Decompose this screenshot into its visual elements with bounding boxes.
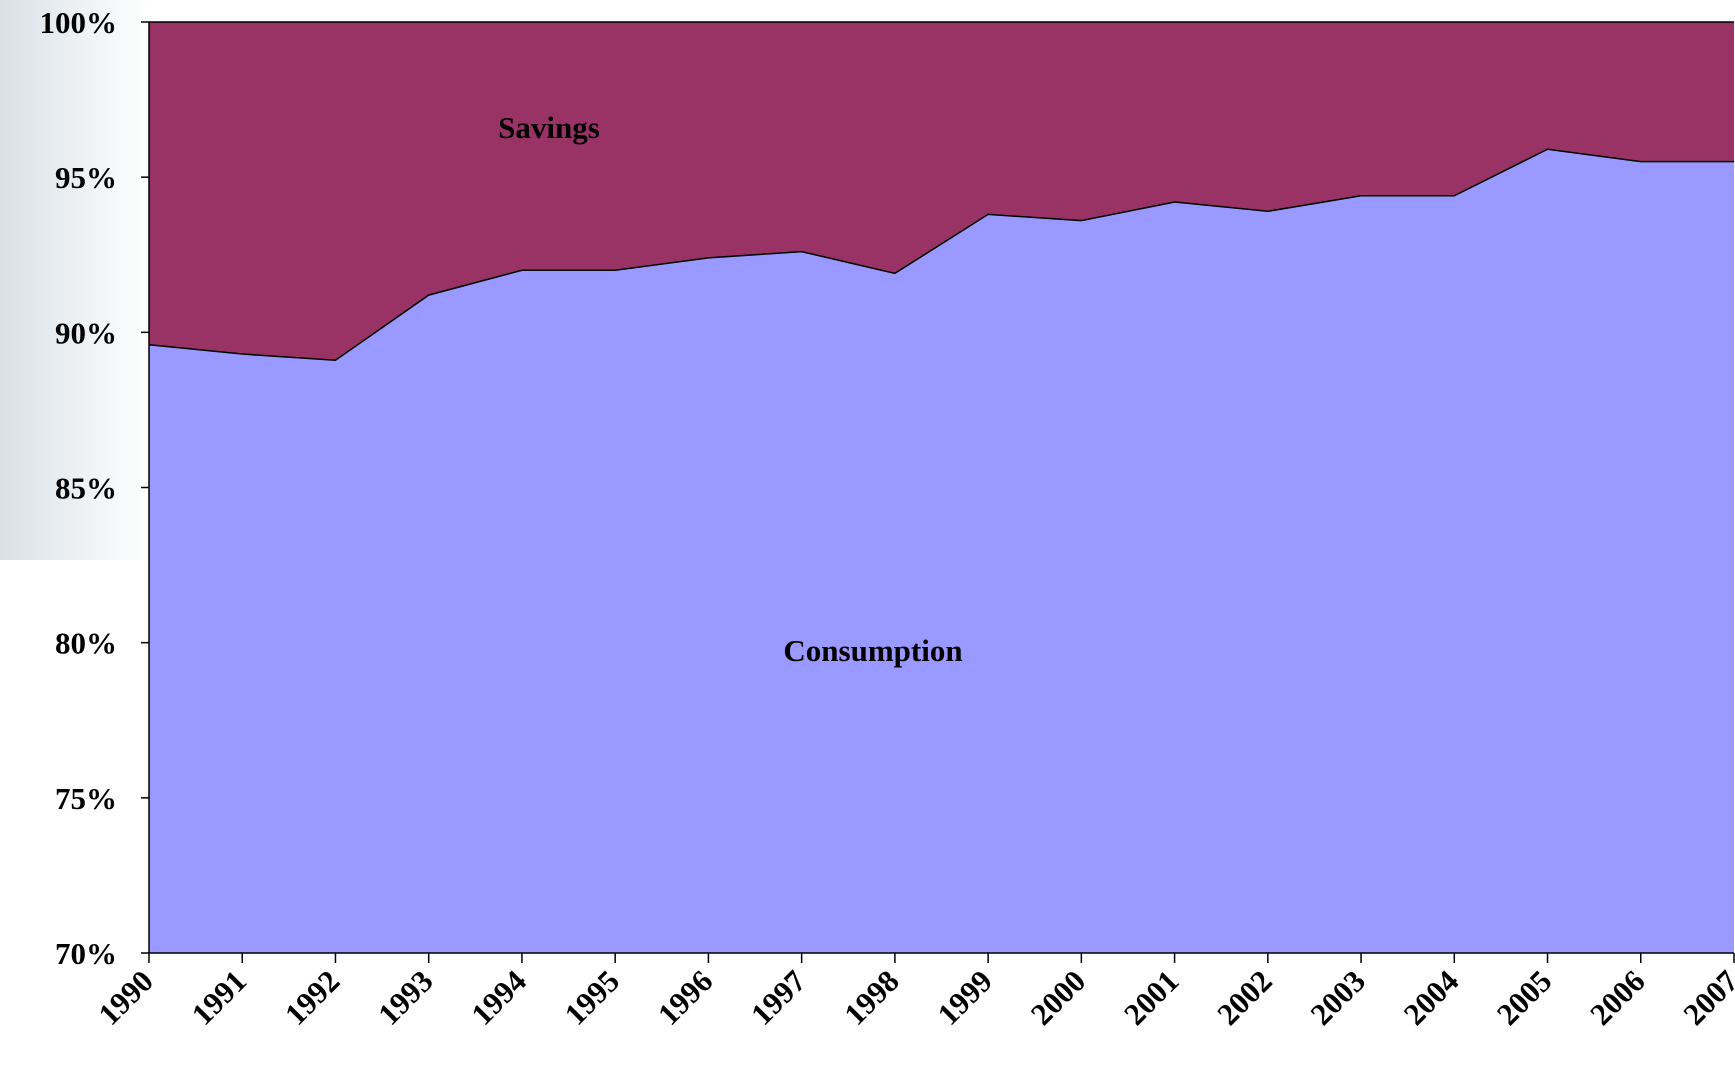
y-tick-label: 90% (55, 315, 117, 350)
x-tick-label: 1994 (464, 963, 533, 1032)
y-tick-label: 100% (40, 5, 118, 40)
y-tick-label: 80% (55, 626, 117, 661)
x-tick-label: 1992 (278, 963, 347, 1032)
background-decor (0, 0, 150, 560)
area (149, 149, 1734, 953)
area (149, 22, 1734, 361)
x-tick-label: 1993 (371, 963, 440, 1032)
x-tick-label: 2006 (1583, 963, 1652, 1032)
x-tick-label: 2005 (1490, 963, 1559, 1032)
area-edge (148, 148, 1734, 362)
x-tick-label: 2001 (1117, 963, 1186, 1032)
series-label: Consumption (783, 633, 962, 668)
x-tick-label: 1996 (651, 963, 720, 1032)
x-tick-label: 1997 (744, 963, 813, 1032)
x-tick-label: 1990 (91, 963, 160, 1032)
y-tick-label: 70% (55, 936, 117, 971)
y-tick-label: 95% (55, 160, 117, 195)
x-tick-label: 2007 (1676, 963, 1735, 1032)
y-tick-label: 75% (55, 781, 117, 816)
series-label: Savings (498, 110, 600, 145)
x-tick-label: 1991 (185, 963, 254, 1032)
x-tick-label: 2002 (1210, 963, 1279, 1032)
x-tick-label: 1999 (930, 963, 999, 1032)
x-tick-label: 2003 (1303, 963, 1372, 1032)
x-tick-label: 1995 (558, 963, 627, 1032)
x-tick-label: 1998 (837, 963, 906, 1032)
x-tick-label: 2000 (1024, 963, 1093, 1032)
x-tick-label: 2004 (1397, 963, 1466, 1032)
y-tick-label: 85% (55, 471, 117, 506)
